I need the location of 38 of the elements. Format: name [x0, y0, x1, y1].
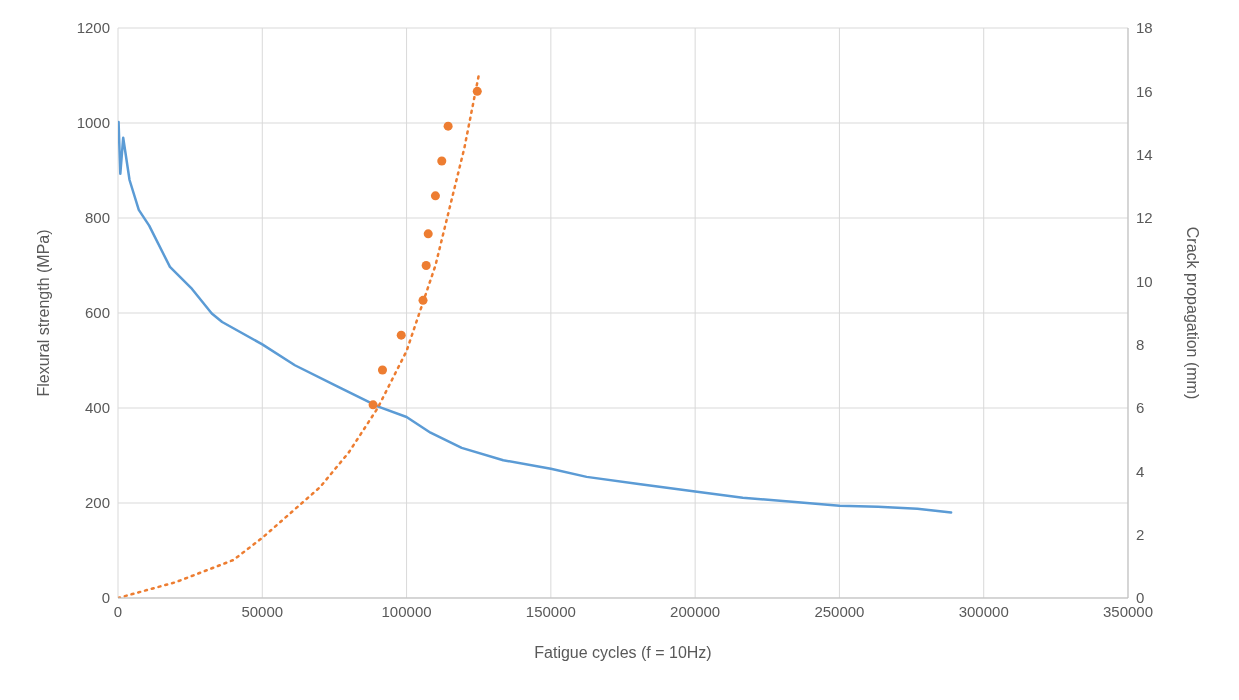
y2-tick-label: 14 — [1136, 145, 1153, 163]
line-series — [118, 74, 480, 598]
x-tick-label: 150000 — [525, 602, 576, 620]
y2-axis-title: Crack propagation (mm) — [1184, 226, 1202, 400]
x-axis-title: Fatigue cycles (f = 10Hz) — [534, 644, 712, 661]
y-tick-label: 800 — [84, 209, 110, 227]
y2-tick-label: 16 — [1136, 82, 1153, 100]
y-tick-label: 600 — [84, 304, 110, 322]
point — [443, 121, 453, 131]
y2-tick-label: 2 — [1136, 525, 1145, 543]
y2-tick-label: 12 — [1136, 209, 1153, 227]
y-tick-label: 1200 — [76, 19, 110, 37]
y2-tick-label: 8 — [1136, 335, 1145, 353]
y-tick-label: 1000 — [76, 114, 110, 132]
x-tick-label: 300000 — [958, 602, 1009, 620]
y2-tick-label: 18 — [1136, 19, 1153, 37]
point — [472, 86, 482, 96]
y-tick-label: 200 — [84, 494, 110, 512]
point — [418, 295, 428, 305]
point — [368, 400, 378, 410]
point — [421, 260, 431, 271]
point — [396, 330, 406, 340]
x-tick-label: 0 — [113, 602, 123, 620]
y-tick-label: 400 — [84, 399, 110, 417]
y2-tick-label: 6 — [1136, 399, 1145, 417]
point — [377, 365, 387, 375]
point — [437, 156, 447, 166]
point — [423, 229, 433, 239]
y2-tick-label: 10 — [1136, 272, 1153, 290]
point — [430, 191, 440, 201]
y-axis-title: Flexural strength (MPa) — [34, 229, 52, 397]
x-tick-label: 250000 — [814, 602, 865, 620]
y2-tick-label: 4 — [1136, 462, 1145, 480]
x-tick-label: 200000 — [670, 602, 721, 620]
x-tick-label: 50000 — [241, 602, 284, 620]
line-series — [118, 120, 953, 514]
y-tick-label: 0 — [101, 589, 110, 607]
x-tick-label: 100000 — [381, 602, 432, 620]
